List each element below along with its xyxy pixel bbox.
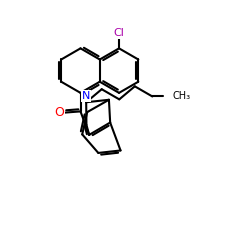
Text: Cl: Cl (114, 28, 124, 38)
Text: N: N (82, 91, 90, 101)
Text: CH₃: CH₃ (172, 92, 190, 102)
Text: O: O (54, 106, 64, 119)
